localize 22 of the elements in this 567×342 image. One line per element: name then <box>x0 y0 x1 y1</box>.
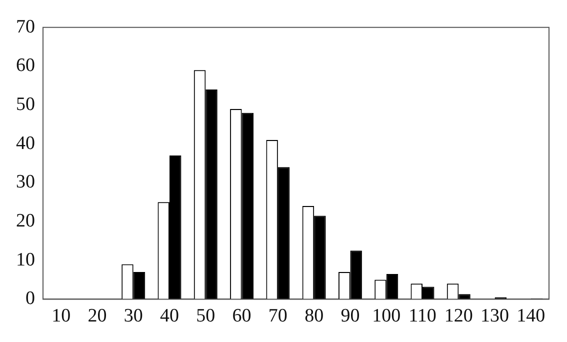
x-tick-label: 100 <box>372 306 401 327</box>
x-tick-label: 60 <box>232 306 252 327</box>
x-tick-label: 80 <box>304 306 324 327</box>
x-tick-label: 110 <box>408 306 436 327</box>
x-tick-label: 40 <box>160 306 179 327</box>
x-tick-label: 70 <box>268 306 288 327</box>
x-tick-label: 140 <box>516 306 546 327</box>
x-tick-label: 10 <box>52 306 71 327</box>
x-tick-label: 50 <box>196 306 216 327</box>
y-tick-label: 60 <box>16 55 35 76</box>
y-tick-label: 10 <box>16 249 35 270</box>
x-tick-label: 120 <box>444 306 473 327</box>
x-tick-label: 130 <box>480 306 510 327</box>
y-tick-label: 30 <box>16 172 35 193</box>
y-tick-label: 0 <box>26 288 35 310</box>
y-tick-label: 40 <box>16 132 35 154</box>
x-tick-label: 20 <box>88 306 107 327</box>
y-tick-label: 50 <box>16 94 35 116</box>
y-tick-label: 70 <box>16 16 35 38</box>
x-tick-label: 90 <box>340 306 360 327</box>
y-tick-label: 20 <box>16 210 35 232</box>
x-tick-label: 30 <box>124 306 143 327</box>
